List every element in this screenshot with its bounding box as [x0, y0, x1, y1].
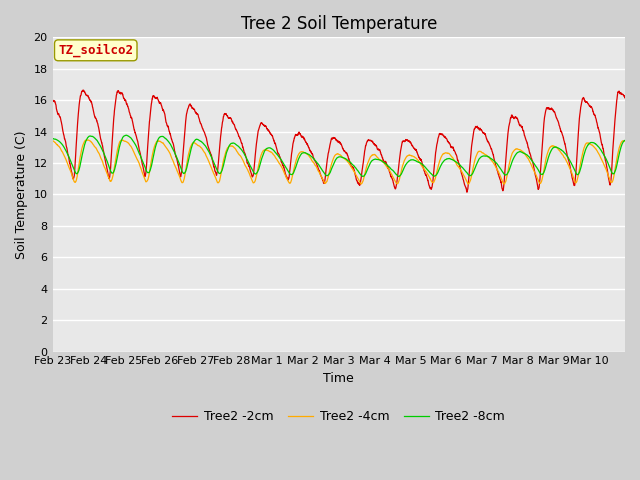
Y-axis label: Soil Temperature (C): Soil Temperature (C) — [15, 130, 28, 259]
Tree2 -4cm — [84, 137, 92, 143]
Line: Tree2 -2cm: Tree2 -2cm — [52, 90, 625, 192]
Tree2 -8cm — [497, 167, 505, 172]
Tree2 -8cm — [472, 163, 480, 169]
Title: Tree 2 Soil Temperature: Tree 2 Soil Temperature — [241, 15, 437, 33]
Tree2 -8cm — [419, 162, 427, 168]
Tree2 -4cm — [472, 155, 479, 160]
Tree2 -8cm — [431, 173, 438, 179]
Tree2 -2cm — [147, 102, 155, 108]
Tree2 -2cm — [49, 98, 56, 104]
Tree2 -4cm — [49, 137, 56, 143]
X-axis label: Time: Time — [323, 372, 354, 385]
Tree2 -4cm — [419, 165, 427, 170]
Line: Tree2 -4cm: Tree2 -4cm — [52, 140, 625, 184]
Tree2 -4cm — [431, 178, 438, 184]
Tree2 -8cm — [122, 132, 130, 138]
Tree2 -8cm — [49, 136, 56, 142]
Tree2 -2cm — [419, 164, 427, 169]
Tree2 -2cm — [472, 124, 480, 130]
Text: TZ_soilco2: TZ_soilco2 — [58, 44, 133, 57]
Tree2 -2cm — [463, 189, 471, 195]
Tree2 -4cm — [488, 158, 496, 164]
Tree2 -8cm — [489, 156, 497, 162]
Tree2 -4cm — [500, 181, 508, 187]
Tree2 -8cm — [396, 174, 403, 180]
Line: Tree2 -8cm: Tree2 -8cm — [52, 135, 625, 177]
Tree2 -2cm — [431, 162, 438, 168]
Tree2 -2cm — [489, 150, 497, 156]
Tree2 -8cm — [147, 164, 155, 169]
Tree2 -2cm — [79, 87, 87, 93]
Tree2 -4cm — [147, 158, 155, 164]
Tree2 -2cm — [621, 95, 629, 101]
Tree2 -4cm — [497, 175, 505, 180]
Legend: Tree2 -2cm, Tree2 -4cm, Tree2 -8cm: Tree2 -2cm, Tree2 -4cm, Tree2 -8cm — [168, 405, 510, 428]
Tree2 -2cm — [497, 179, 505, 185]
Tree2 -4cm — [621, 138, 629, 144]
Tree2 -8cm — [621, 137, 629, 143]
